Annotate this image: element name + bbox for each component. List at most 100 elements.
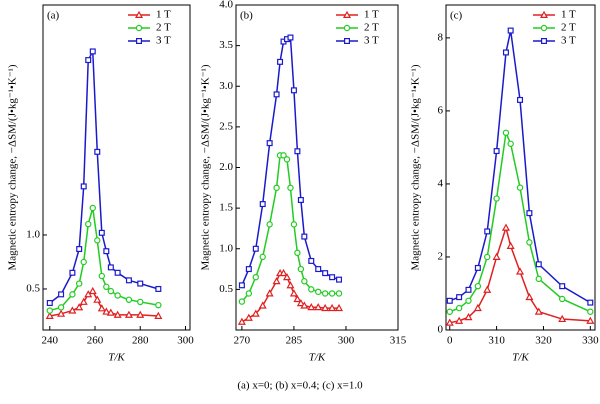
- marker: [93, 295, 102, 303]
- marker: [587, 299, 594, 306]
- legend-label: 3 T: [364, 35, 379, 47]
- marker: [114, 269, 121, 276]
- marker: [89, 204, 96, 212]
- series-line: [449, 225, 591, 324]
- y-axis-label: Magnetic entropy change, −ΔSM/(J•kg⁻¹•K⁻…: [410, 64, 422, 270]
- marker: [265, 289, 274, 297]
- legend-marker: [540, 37, 547, 44]
- marker: [502, 129, 510, 137]
- marker: [507, 27, 514, 34]
- marker: [113, 310, 122, 318]
- marker: [336, 276, 343, 283]
- marker: [252, 273, 259, 281]
- x-axis-label: T/K: [309, 352, 326, 364]
- y-tick-label: 0.5: [219, 283, 233, 295]
- marker: [124, 310, 133, 318]
- marker: [328, 303, 337, 312]
- x-tick-label: 330: [582, 335, 599, 347]
- x-axis-label: T/K: [108, 352, 125, 364]
- y-tick-label: 6: [438, 104, 444, 116]
- marker: [517, 96, 524, 103]
- marker: [251, 309, 260, 317]
- marker: [559, 295, 566, 303]
- marker: [290, 221, 298, 228]
- marker: [125, 277, 132, 284]
- plot-frame: [235, 4, 399, 331]
- marker: [107, 287, 115, 295]
- marker: [258, 301, 267, 309]
- x-tick-label: 260: [87, 335, 104, 347]
- legend-marker: [136, 37, 143, 44]
- marker: [88, 286, 97, 295]
- panel-label: (b): [240, 10, 253, 22]
- marker: [98, 272, 106, 280]
- y-tick-label: 8: [438, 31, 444, 43]
- x-tick-label: 280: [132, 335, 149, 347]
- y-tick-label: 4.0: [219, 0, 233, 11]
- marker: [534, 307, 543, 315]
- marker: [297, 265, 305, 273]
- marker: [259, 201, 266, 208]
- marker: [102, 307, 111, 315]
- marker: [322, 270, 329, 277]
- marker: [114, 292, 121, 299]
- legend-marker: [539, 10, 549, 18]
- y-axis-label: Magnetic entropy change, −ΔSM/(J•kg⁻¹•K⁻…: [200, 64, 212, 270]
- marker: [473, 303, 482, 312]
- marker: [484, 228, 491, 235]
- marker: [301, 233, 308, 240]
- marker: [76, 246, 83, 253]
- marker: [535, 261, 542, 268]
- marker: [273, 184, 280, 192]
- marker: [559, 283, 566, 290]
- panel-label: (a): [47, 10, 60, 22]
- marker: [94, 237, 101, 244]
- marker: [75, 303, 84, 311]
- series-line: [49, 48, 159, 304]
- legend-marker: [135, 24, 143, 32]
- marker: [272, 277, 281, 285]
- marker: [245, 290, 253, 297]
- marker: [464, 312, 473, 321]
- marker: [266, 140, 273, 147]
- plot-frame: [445, 4, 596, 331]
- marker: [69, 269, 76, 276]
- marker: [136, 310, 145, 318]
- marker: [107, 264, 114, 271]
- marker: [245, 266, 252, 273]
- legend-label: 2 T: [364, 22, 379, 34]
- marker: [526, 210, 533, 217]
- marker: [335, 303, 344, 312]
- marker: [301, 278, 308, 285]
- y-axis-label: Magnetic entropy change, −ΔSM/(J•kg⁻¹•K⁻…: [7, 64, 19, 270]
- marker: [321, 290, 329, 297]
- legend-marker: [342, 10, 352, 18]
- marker: [484, 253, 491, 261]
- panel-label: (c): [450, 10, 463, 22]
- marker: [501, 223, 510, 231]
- x-tick-label: 0: [447, 335, 453, 347]
- x-axis-label: T/K: [512, 352, 529, 364]
- marker: [46, 300, 53, 307]
- marker: [273, 91, 280, 98]
- x-tick-label: 315: [390, 335, 407, 347]
- marker: [280, 152, 287, 159]
- marker: [474, 264, 481, 271]
- y-tick-label: 1.0: [26, 229, 40, 241]
- marker: [289, 289, 298, 297]
- marker: [297, 197, 304, 204]
- marker: [308, 257, 315, 264]
- legend-marker: [134, 10, 144, 18]
- marker: [58, 291, 65, 298]
- x-tick-label: 300: [177, 335, 194, 347]
- marker: [277, 58, 284, 65]
- marker: [315, 266, 322, 273]
- marker: [456, 294, 463, 301]
- marker: [587, 308, 594, 315]
- marker: [103, 248, 110, 255]
- marker: [137, 280, 144, 287]
- series-line: [449, 30, 591, 304]
- marker: [94, 148, 101, 155]
- x-tick-label: 300: [338, 335, 355, 347]
- x-tick-label: 320: [535, 335, 552, 347]
